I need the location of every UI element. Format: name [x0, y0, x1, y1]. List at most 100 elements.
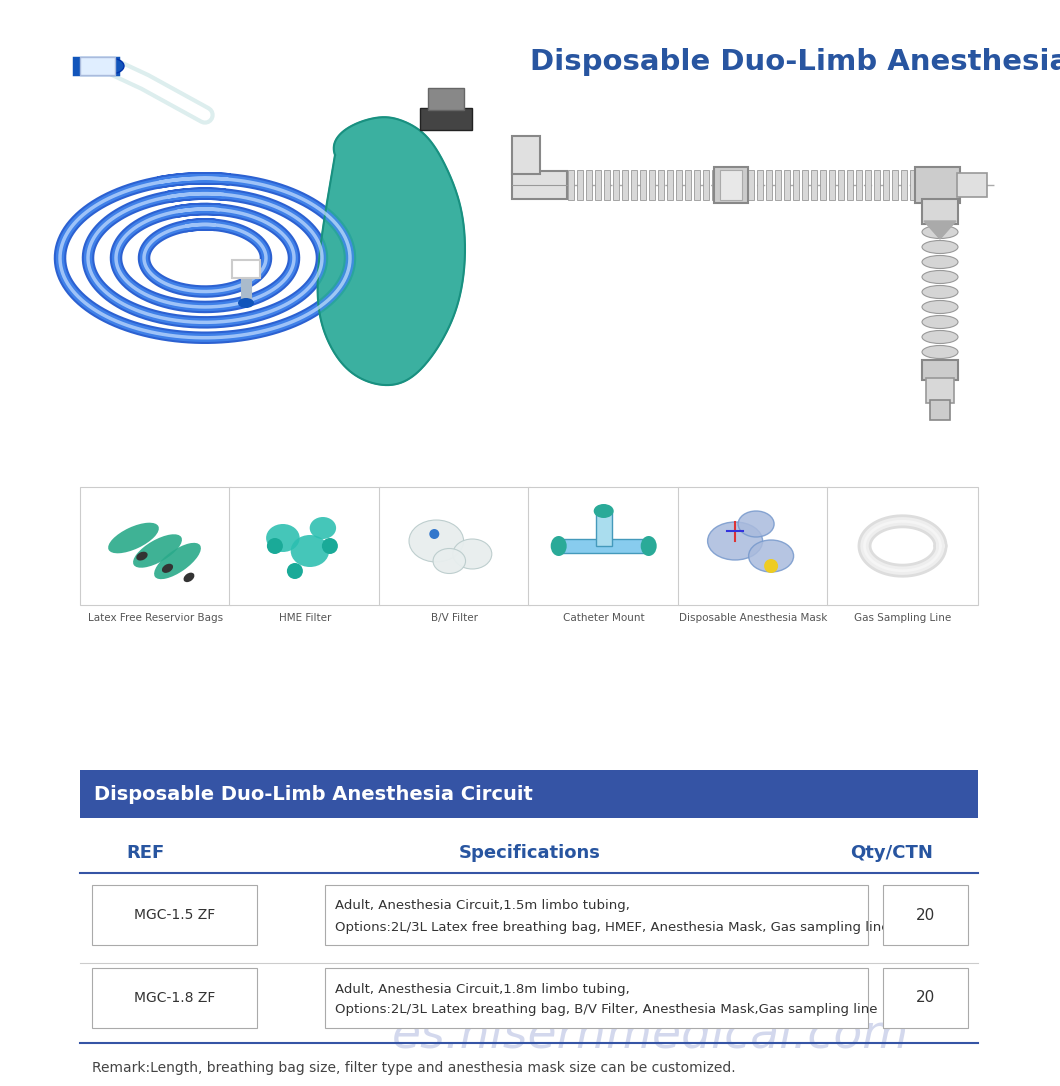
- Bar: [640, 171, 646, 200]
- Text: Adult, Anesthesia Circuit,1.5m limbo tubing,: Adult, Anesthesia Circuit,1.5m limbo tub…: [335, 899, 630, 912]
- Bar: [766, 171, 772, 200]
- Bar: [658, 171, 664, 200]
- Bar: [893, 171, 898, 200]
- Text: Options:2L/3L Latex free breathing bag, HMEF, Anesthesia Mask, Gas sampling line: Options:2L/3L Latex free breathing bag, …: [335, 921, 889, 934]
- Bar: [649, 171, 655, 200]
- Circle shape: [764, 559, 778, 573]
- Bar: [856, 171, 862, 200]
- Bar: [229, 487, 381, 605]
- Ellipse shape: [134, 534, 182, 568]
- Bar: [325, 968, 868, 1028]
- Polygon shape: [318, 117, 465, 386]
- Bar: [827, 487, 978, 605]
- Bar: [595, 171, 601, 200]
- Bar: [92, 968, 257, 1028]
- Bar: [883, 968, 968, 1028]
- Ellipse shape: [922, 345, 958, 358]
- Text: B/V Filter: B/V Filter: [430, 613, 478, 623]
- Text: REF: REF: [126, 844, 164, 862]
- Bar: [596, 512, 612, 546]
- Ellipse shape: [96, 58, 124, 74]
- Bar: [922, 359, 958, 380]
- Bar: [922, 199, 958, 224]
- Bar: [528, 487, 679, 605]
- Bar: [712, 171, 718, 200]
- Ellipse shape: [183, 572, 194, 582]
- Bar: [676, 171, 682, 200]
- Bar: [909, 171, 916, 200]
- Ellipse shape: [453, 539, 492, 569]
- Bar: [703, 171, 709, 200]
- Text: Remark:Length, breathing bag size, filter type and anesthesia mask size can be c: Remark:Length, breathing bag size, filte…: [92, 1061, 736, 1075]
- Bar: [577, 171, 583, 200]
- Ellipse shape: [922, 330, 958, 343]
- Bar: [901, 171, 907, 200]
- Ellipse shape: [310, 517, 336, 539]
- Text: Catheter Mount: Catheter Mount: [563, 613, 644, 623]
- Bar: [883, 885, 968, 945]
- Bar: [874, 171, 880, 200]
- Ellipse shape: [922, 301, 958, 314]
- Circle shape: [429, 529, 439, 539]
- Bar: [631, 171, 637, 200]
- Bar: [80, 770, 978, 818]
- Text: MGC-1.8 ZF: MGC-1.8 ZF: [134, 992, 215, 1005]
- Text: MGC-1.5 ZF: MGC-1.5 ZF: [134, 908, 215, 922]
- Ellipse shape: [922, 240, 958, 253]
- Bar: [685, 171, 691, 200]
- Bar: [957, 173, 987, 197]
- Bar: [865, 171, 871, 200]
- Ellipse shape: [551, 536, 567, 556]
- Ellipse shape: [922, 226, 958, 239]
- Circle shape: [322, 538, 338, 554]
- Text: Disposable Duo-Limb Anesthesia Circuit: Disposable Duo-Limb Anesthesia Circuit: [94, 784, 533, 804]
- Bar: [586, 171, 591, 200]
- Polygon shape: [924, 220, 956, 239]
- Ellipse shape: [748, 540, 794, 572]
- Ellipse shape: [738, 512, 774, 536]
- Bar: [667, 171, 673, 200]
- Ellipse shape: [708, 522, 762, 560]
- Bar: [613, 171, 619, 200]
- Bar: [325, 885, 868, 945]
- Ellipse shape: [922, 286, 958, 299]
- Text: 20: 20: [916, 990, 935, 1006]
- Text: Disposable Duo-Limb Anesthesia Circuit: Disposable Duo-Limb Anesthesia Circuit: [530, 48, 1060, 76]
- Bar: [919, 171, 925, 200]
- Bar: [604, 171, 609, 200]
- Text: Disposable Anesthesia Mask: Disposable Anesthesia Mask: [678, 613, 827, 623]
- Bar: [714, 167, 748, 203]
- Bar: [622, 171, 628, 200]
- Ellipse shape: [409, 520, 463, 561]
- Bar: [915, 167, 960, 203]
- Bar: [748, 171, 754, 200]
- Text: Latex Free Reservior Bags: Latex Free Reservior Bags: [88, 613, 223, 623]
- Text: Gas Sampling Line: Gas Sampling Line: [854, 613, 951, 623]
- Bar: [838, 171, 844, 200]
- Text: HME Filter: HME Filter: [279, 613, 331, 623]
- Bar: [420, 108, 472, 130]
- Bar: [92, 885, 257, 945]
- Bar: [694, 171, 700, 200]
- Ellipse shape: [922, 316, 958, 328]
- Bar: [677, 487, 829, 605]
- Bar: [930, 400, 950, 420]
- Bar: [784, 171, 790, 200]
- Text: Specifications: Specifications: [459, 844, 601, 862]
- Bar: [559, 539, 649, 553]
- Bar: [820, 171, 826, 200]
- Bar: [793, 171, 799, 200]
- Ellipse shape: [594, 504, 614, 518]
- Bar: [720, 171, 742, 200]
- Bar: [232, 260, 260, 278]
- Bar: [802, 171, 808, 200]
- Bar: [757, 171, 763, 200]
- Ellipse shape: [238, 298, 254, 308]
- Bar: [512, 171, 567, 199]
- Ellipse shape: [640, 536, 657, 556]
- Bar: [378, 487, 530, 605]
- Ellipse shape: [137, 552, 147, 560]
- Bar: [847, 171, 853, 200]
- Ellipse shape: [162, 564, 173, 573]
- Bar: [775, 171, 781, 200]
